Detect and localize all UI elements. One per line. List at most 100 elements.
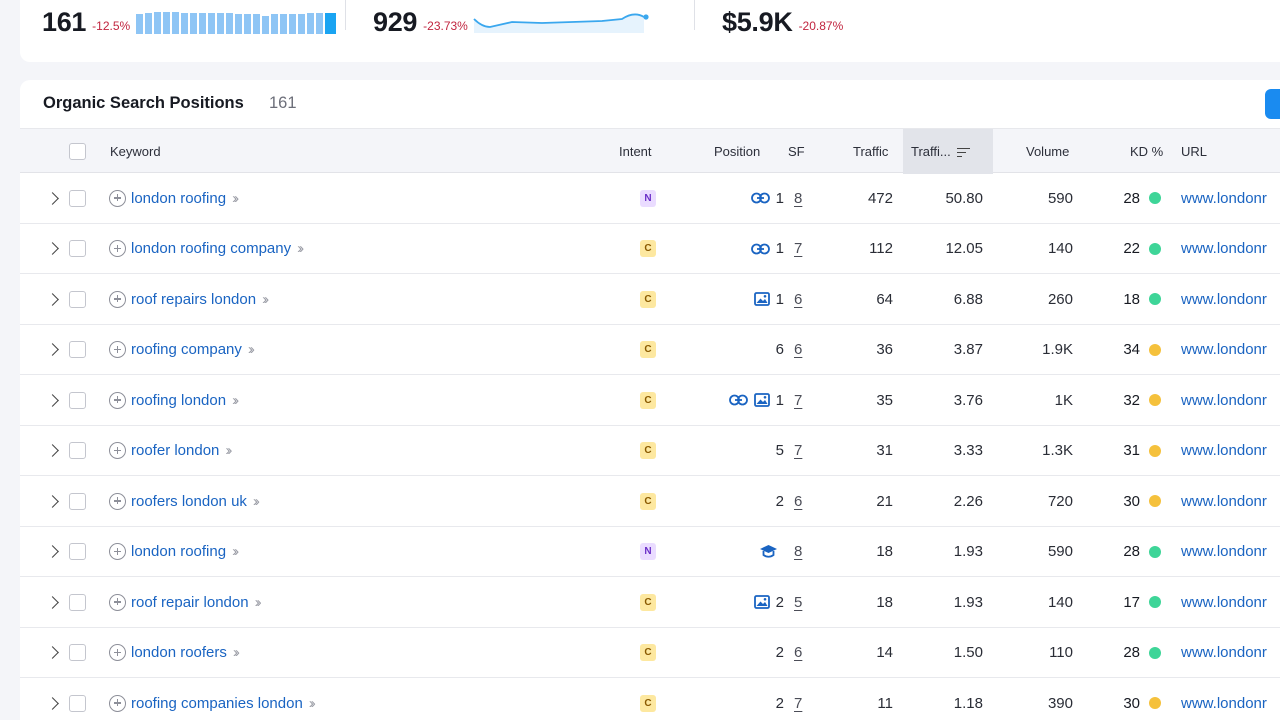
row-checkbox[interactable] bbox=[69, 290, 86, 308]
expand-row-button[interactable] bbox=[46, 224, 59, 274]
keyword-link[interactable]: london roofing bbox=[131, 543, 227, 560]
sf-link[interactable]: 6 bbox=[794, 341, 803, 358]
url-link[interactable]: www.londonr bbox=[1181, 442, 1267, 459]
col-volume[interactable]: Volume bbox=[1026, 144, 1070, 159]
sf-link[interactable]: 8 bbox=[794, 543, 803, 560]
expand-row-button[interactable] bbox=[46, 426, 59, 476]
add-keyword-icon[interactable] bbox=[109, 543, 126, 560]
table-row[interactable]: roofing company ›› C 6 6 36 3.87 1.9K 34… bbox=[20, 325, 1280, 375]
add-keyword-icon[interactable] bbox=[109, 290, 126, 308]
double-chevron-icon[interactable]: ›› bbox=[232, 644, 240, 661]
double-chevron-icon[interactable]: ›› bbox=[308, 694, 316, 712]
row-checkbox[interactable] bbox=[69, 492, 86, 510]
expand-row-button[interactable] bbox=[46, 173, 59, 223]
export-button[interactable] bbox=[1265, 89, 1280, 119]
double-chevron-icon[interactable]: ›› bbox=[262, 290, 269, 308]
table-row[interactable]: london roofing company ›› C 1 7 112 12.0… bbox=[20, 224, 1280, 274]
add-keyword-icon[interactable] bbox=[109, 694, 126, 712]
double-chevron-icon[interactable]: ›› bbox=[232, 391, 239, 409]
keyword-link[interactable]: roof repair london bbox=[131, 593, 249, 611]
url-link[interactable]: www.londonr bbox=[1181, 290, 1267, 308]
double-chevron-icon[interactable]: ›› bbox=[252, 492, 260, 510]
url-link[interactable]: www.londonr bbox=[1181, 593, 1267, 611]
table-row[interactable]: london roofers ›› C 2 6 14 1.50 110 28 w… bbox=[20, 628, 1280, 678]
expand-row-button[interactable] bbox=[46, 577, 59, 627]
sf-link[interactable]: 7 bbox=[794, 694, 803, 712]
col-keyword[interactable]: Keyword bbox=[110, 144, 161, 159]
expand-row-button[interactable] bbox=[46, 274, 59, 324]
add-keyword-icon[interactable] bbox=[109, 189, 126, 207]
expand-row-button[interactable] bbox=[46, 325, 59, 375]
sf-link[interactable]: 5 bbox=[794, 593, 803, 611]
double-chevron-icon[interactable]: ›› bbox=[232, 543, 239, 560]
sf-link[interactable]: 7 bbox=[794, 240, 803, 257]
sf-link[interactable]: 6 bbox=[794, 644, 803, 661]
metric-keywords[interactable]: 161 -12.5% bbox=[42, 0, 337, 45]
sf-link[interactable]: 7 bbox=[794, 391, 803, 409]
table-row[interactable]: roofer london ›› C 5 7 31 3.33 1.3K 31 w… bbox=[20, 426, 1280, 476]
row-checkbox[interactable] bbox=[69, 644, 86, 661]
row-checkbox[interactable] bbox=[69, 593, 86, 611]
row-checkbox[interactable] bbox=[69, 341, 86, 358]
url-link[interactable]: www.londonr bbox=[1181, 644, 1267, 661]
keyword-link[interactable]: roofer london bbox=[131, 442, 220, 459]
url-link[interactable]: www.londonr bbox=[1181, 240, 1267, 257]
add-keyword-icon[interactable] bbox=[109, 492, 126, 510]
double-chevron-icon[interactable]: ›› bbox=[247, 341, 255, 358]
url-link[interactable]: www.londonr bbox=[1181, 694, 1267, 712]
double-chevron-icon[interactable]: ›› bbox=[254, 593, 262, 611]
keyword-link[interactable]: roofing companies london bbox=[131, 694, 303, 712]
url-link[interactable]: www.londonr bbox=[1181, 492, 1267, 510]
col-kd[interactable]: KD % bbox=[1130, 144, 1164, 159]
url-link[interactable]: www.londonr bbox=[1181, 391, 1267, 409]
col-traffic-percent[interactable]: Traffi... bbox=[903, 129, 993, 174]
double-chevron-icon[interactable]: ›› bbox=[232, 189, 239, 207]
select-all-checkbox[interactable] bbox=[69, 143, 86, 160]
expand-row-button[interactable] bbox=[46, 678, 59, 720]
row-checkbox[interactable] bbox=[69, 391, 86, 409]
row-checkbox[interactable] bbox=[69, 543, 86, 560]
add-keyword-icon[interactable] bbox=[109, 593, 126, 611]
row-checkbox[interactable] bbox=[69, 694, 86, 712]
keyword-link[interactable]: london roofers bbox=[131, 644, 227, 661]
row-checkbox[interactable] bbox=[69, 240, 86, 257]
col-position[interactable]: Position bbox=[714, 144, 761, 159]
row-checkbox[interactable] bbox=[69, 442, 86, 459]
keyword-link[interactable]: london roofing company bbox=[131, 240, 292, 257]
sf-link[interactable]: 6 bbox=[794, 290, 803, 308]
expand-row-button[interactable] bbox=[46, 375, 59, 425]
row-checkbox[interactable] bbox=[69, 189, 86, 207]
keyword-link[interactable]: roofing company bbox=[131, 341, 242, 358]
url-link[interactable]: www.londonr bbox=[1181, 341, 1267, 358]
expand-row-button[interactable] bbox=[46, 628, 59, 678]
sf-link[interactable]: 7 bbox=[794, 442, 803, 459]
col-sf[interactable]: SF bbox=[788, 144, 805, 159]
keyword-link[interactable]: roofers london uk bbox=[131, 492, 247, 510]
table-row[interactable]: roof repair london ›› C 2 5 18 1.93 140 … bbox=[20, 577, 1280, 628]
keyword-link[interactable]: london roofing bbox=[131, 189, 227, 207]
table-row[interactable]: london roofing ›› N 8 18 1.93 590 28 www… bbox=[20, 527, 1280, 577]
sf-link[interactable]: 6 bbox=[794, 492, 803, 510]
expand-row-button[interactable] bbox=[46, 476, 59, 526]
table-row[interactable]: london roofing ›› N 1 8 472 50.80 590 28… bbox=[20, 173, 1280, 224]
col-url[interactable]: URL bbox=[1181, 144, 1208, 159]
sf-link[interactable]: 8 bbox=[794, 189, 803, 207]
add-keyword-icon[interactable] bbox=[109, 240, 126, 257]
url-link[interactable]: www.londonr bbox=[1181, 189, 1267, 207]
table-row[interactable]: roofing london ›› C 1 7 35 3.76 1K 32 ww… bbox=[20, 375, 1280, 426]
keyword-link[interactable]: roof repairs london bbox=[131, 290, 257, 308]
table-row[interactable]: roofing companies london ›› C 2 7 11 1.1… bbox=[20, 678, 1280, 720]
add-keyword-icon[interactable] bbox=[109, 341, 126, 358]
expand-row-button[interactable] bbox=[46, 527, 59, 577]
url-link[interactable]: www.londonr bbox=[1181, 543, 1267, 560]
double-chevron-icon[interactable]: ›› bbox=[225, 442, 232, 459]
add-keyword-icon[interactable] bbox=[109, 644, 126, 661]
double-chevron-icon[interactable]: ›› bbox=[297, 240, 304, 257]
keyword-link[interactable]: roofing london bbox=[131, 391, 227, 409]
col-traffic[interactable]: Traffic bbox=[853, 144, 889, 159]
table-row[interactable]: roofers london uk ›› C 2 6 21 2.26 720 3… bbox=[20, 476, 1280, 527]
add-keyword-icon[interactable] bbox=[109, 442, 126, 459]
col-intent[interactable]: Intent bbox=[619, 144, 652, 159]
metric-traffic-cost[interactable]: $5.9K -20.87% bbox=[722, 0, 843, 45]
add-keyword-icon[interactable] bbox=[109, 391, 126, 409]
